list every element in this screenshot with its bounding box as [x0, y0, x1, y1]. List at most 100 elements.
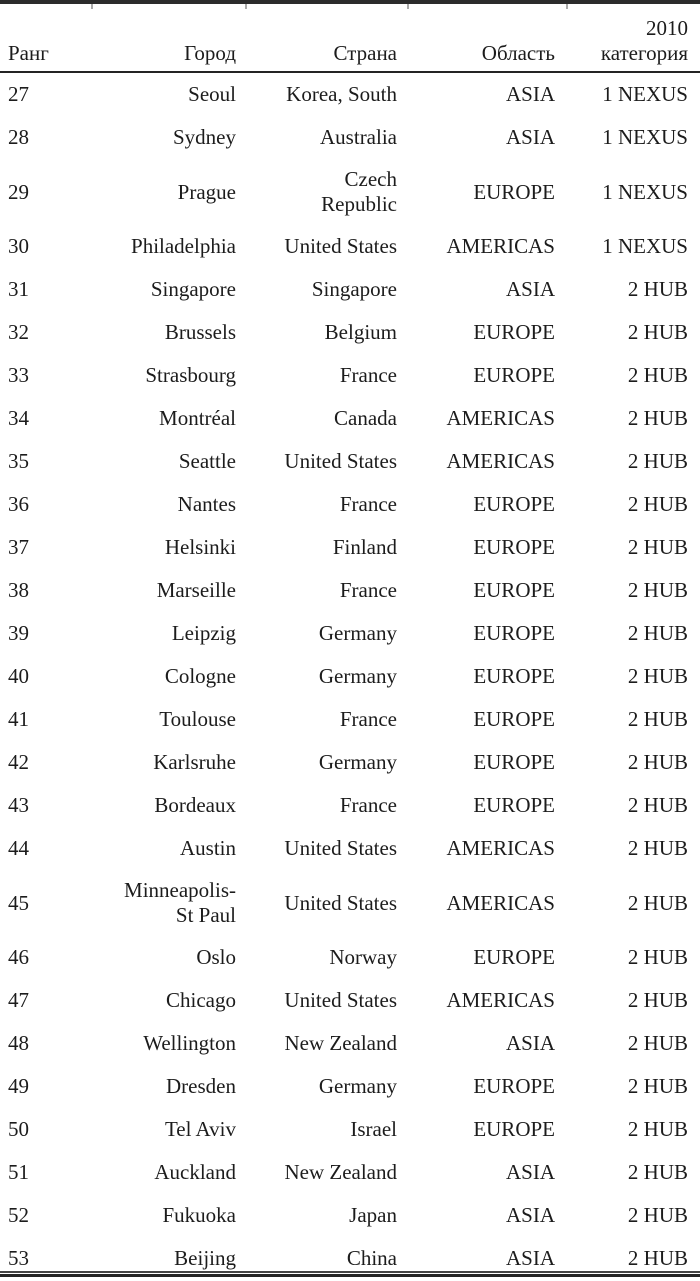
cell-rank: 47: [8, 988, 29, 1012]
cell-rank: 49: [8, 1074, 29, 1098]
table-row: 36 Nantes France EUROPE 2 HUB: [0, 483, 700, 526]
cell-country: United States: [284, 836, 397, 860]
cell-category: 2 HUB: [627, 750, 688, 774]
table-row: 45 Minneapolis- St Paul United States AMERI…: [0, 870, 700, 936]
cell-category: 2 HUB: [627, 621, 688, 645]
cell-region: ASIA: [505, 82, 555, 106]
cell-city: Seoul: [188, 82, 236, 106]
table-row: 34 Montréal Canada AMERICAS 2 HUB: [0, 397, 700, 440]
cell-country: Germany: [318, 1074, 397, 1098]
cell-country: Norway: [329, 945, 397, 969]
cell-city: Wellington: [143, 1031, 236, 1055]
cell-category: 2 HUB: [627, 890, 688, 915]
cell-category: 2 HUB: [627, 277, 688, 301]
cell-country: Germany: [318, 750, 397, 774]
cell-country: France: [339, 578, 397, 602]
cell-city: Leipzig: [171, 621, 236, 645]
column-divider-tick: [566, 4, 568, 9]
cell-region: EUROPE: [473, 793, 555, 817]
cell-country: United States: [284, 449, 397, 473]
cell-category: 1 NEXUS: [602, 179, 688, 204]
cell-city: Chicago: [166, 988, 236, 1012]
table-row: 33 Strasbourg France EUROPE 2 HUB: [0, 354, 700, 397]
cell-category: 2 HUB: [627, 945, 688, 969]
cell-region: EUROPE: [473, 492, 555, 516]
cell-category: 2 HUB: [627, 1160, 688, 1184]
table-row: 41 Toulouse France EUROPE 2 HUB: [0, 698, 700, 741]
cell-region: AMERICAS: [446, 449, 555, 473]
cell-rank: 52: [8, 1203, 29, 1227]
cell-city: Toulouse: [159, 707, 236, 731]
cell-rank: 28: [8, 125, 29, 149]
cell-rank: 30: [8, 234, 29, 258]
cell-rank: 29: [8, 179, 29, 204]
cell-country: Germany: [318, 621, 397, 645]
table-row: 32 Brussels Belgium EUROPE 2 HUB: [0, 311, 700, 354]
cell-region: EUROPE: [473, 945, 555, 969]
cell-region: EUROPE: [473, 1074, 555, 1098]
table-row: 40 Cologne Germany EUROPE 2 HUB: [0, 655, 700, 698]
cell-region: AMERICAS: [446, 890, 555, 915]
cell-country: China: [346, 1246, 397, 1270]
cell-city: Oslo: [196, 945, 236, 969]
header-rank: Ранг: [8, 41, 49, 65]
cell-rank: 53: [8, 1246, 29, 1270]
cell-region: EUROPE: [473, 1117, 555, 1141]
cell-category: 2 HUB: [627, 1117, 688, 1141]
cell-country: Singapore: [311, 277, 397, 301]
cell-category: 2 HUB: [627, 1074, 688, 1098]
cell-city: Brussels: [164, 320, 236, 344]
cell-rank: 42: [8, 750, 29, 774]
previous-row-clipped-border: [0, 0, 700, 4]
table-row: 52 Fukuoka Japan ASIA 2 HUB: [0, 1194, 700, 1237]
table-row: 38 Marseille France EUROPE 2 HUB: [0, 569, 700, 612]
cell-rank: 31: [8, 277, 29, 301]
cell-country: Korea, South: [286, 82, 397, 106]
cell-category: 1 NEXUS: [602, 234, 688, 258]
cell-country: Czech Republic: [321, 167, 397, 216]
bottom-rule-thick: [0, 1274, 700, 1277]
cell-country: Japan: [349, 1203, 397, 1227]
cell-rank: 38: [8, 578, 29, 602]
cell-city: Dresden: [166, 1074, 236, 1098]
cell-city: Nantes: [177, 492, 236, 516]
table-row: 44 Austin United States AMERICAS 2 HUB: [0, 827, 700, 870]
cell-category: 2 HUB: [627, 1203, 688, 1227]
table-row: 35 Seattle United States AMERICAS 2 HUB: [0, 440, 700, 483]
column-divider-tick: [245, 4, 247, 9]
cell-city: Strasbourg: [145, 363, 236, 387]
cell-city: Karlsruhe: [153, 750, 236, 774]
cell-city: Cologne: [164, 664, 236, 688]
cell-region: EUROPE: [473, 621, 555, 645]
cell-rank: 35: [8, 449, 29, 473]
cell-rank: 48: [8, 1031, 29, 1055]
cell-rank: 51: [8, 1160, 29, 1184]
cell-city: Singapore: [150, 277, 236, 301]
cell-region: AMERICAS: [446, 406, 555, 430]
cell-rank: 41: [8, 707, 29, 731]
cell-city: Fukuoka: [162, 1203, 237, 1227]
bottom-rule-thin: [0, 1271, 700, 1273]
cell-region: EUROPE: [473, 664, 555, 688]
cell-country: France: [339, 363, 397, 387]
cell-city: Prague: [177, 179, 236, 204]
cell-city: Marseille: [156, 578, 236, 602]
cell-region: EUROPE: [473, 179, 555, 204]
cell-category: 2 HUB: [627, 707, 688, 731]
cell-city: Seattle: [178, 449, 236, 473]
header-region: Область: [481, 41, 555, 65]
cell-category: 2 HUB: [627, 836, 688, 860]
cell-city: Philadelphia: [131, 234, 236, 258]
cell-category: 2 HUB: [627, 535, 688, 559]
cell-region: ASIA: [505, 1160, 555, 1184]
table-bottom-border: [0, 1271, 700, 1277]
cell-rank: 44: [8, 836, 29, 860]
cell-country: France: [339, 793, 397, 817]
cell-category: 2 HUB: [627, 492, 688, 516]
cell-rank: 32: [8, 320, 29, 344]
cell-rank: 34: [8, 406, 29, 430]
cell-region: EUROPE: [473, 707, 555, 731]
cell-country: United States: [284, 234, 397, 258]
cell-city: Bordeaux: [154, 793, 236, 817]
cell-region: ASIA: [505, 1246, 555, 1270]
